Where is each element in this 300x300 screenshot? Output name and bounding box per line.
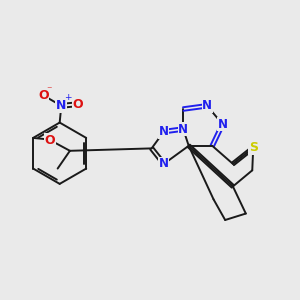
Text: O: O — [45, 134, 55, 147]
Text: ⁻: ⁻ — [46, 85, 52, 95]
Text: N: N — [56, 99, 67, 112]
Text: O: O — [73, 98, 83, 111]
Text: N: N — [218, 118, 228, 131]
Text: N: N — [159, 158, 169, 170]
Text: S: S — [249, 141, 258, 154]
Text: N: N — [159, 125, 169, 138]
Text: N: N — [178, 122, 188, 136]
Text: O: O — [38, 89, 49, 102]
Text: N: N — [202, 99, 212, 112]
Text: +: + — [64, 93, 71, 102]
